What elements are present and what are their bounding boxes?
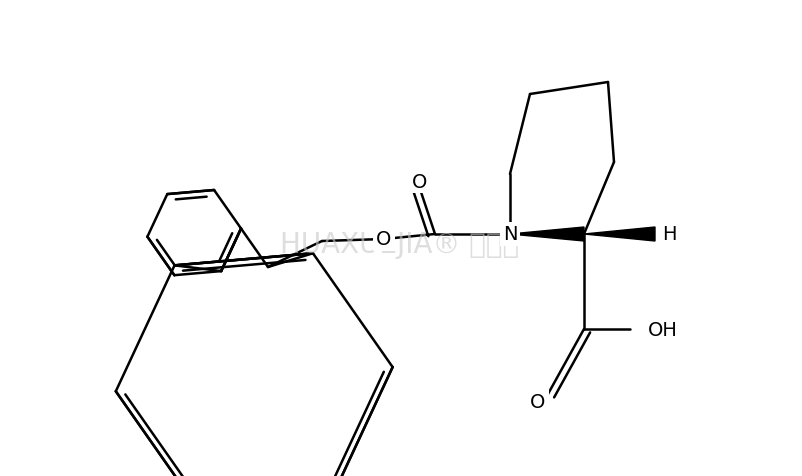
Text: O: O: [412, 172, 427, 191]
Text: O: O: [530, 393, 545, 412]
Polygon shape: [584, 228, 655, 241]
Text: N: N: [503, 225, 517, 244]
Text: H: H: [662, 225, 676, 244]
Text: HUAXUEJIA® 化学加: HUAXUEJIA® 化学加: [281, 230, 520, 258]
Polygon shape: [510, 228, 584, 241]
Text: O: O: [376, 230, 391, 249]
Text: OH: OH: [648, 320, 678, 339]
